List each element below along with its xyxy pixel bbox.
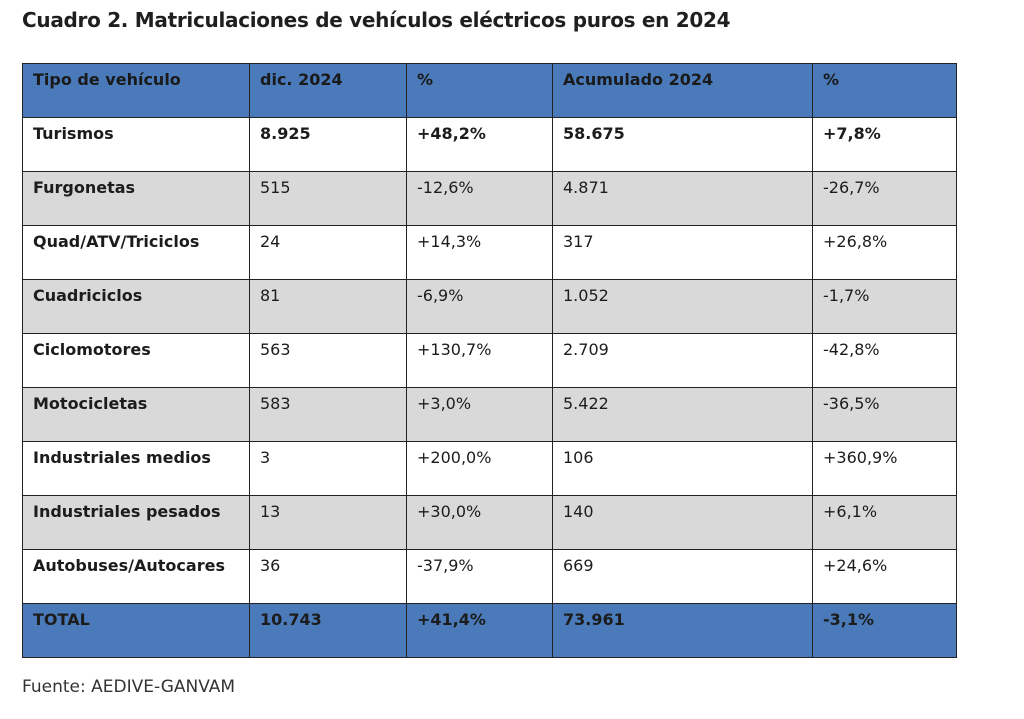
header-accumulated-2024: Acumulado 2024: [552, 63, 813, 118]
table-title: Cuadro 2. Matriculaciones de vehículos e…: [22, 8, 731, 32]
cell-dec-change: +14,3%: [406, 225, 553, 280]
cell-dec-2024: 583: [249, 387, 407, 442]
cell-dec-change: +30,0%: [406, 495, 553, 550]
cell-dec-change: -12,6%: [406, 171, 553, 226]
total-accumulated-change: -3,1%: [812, 603, 957, 658]
cell-accumulated-change: -26,7%: [812, 171, 957, 226]
table-row: Industriales medios 3 +200,0% 106 +360,9…: [22, 441, 957, 496]
cell-accumulated-change: -42,8%: [812, 333, 957, 388]
total-dec-2024: 10.743: [249, 603, 407, 658]
cell-accumulated-change: +360,9%: [812, 441, 957, 496]
cell-dec-2024: 8.925: [249, 117, 407, 172]
header-dec-2024: dic. 2024: [249, 63, 407, 118]
cell-dec-change: -37,9%: [406, 549, 553, 604]
total-dec-change: +41,4%: [406, 603, 553, 658]
cell-accumulated-2024: 140: [552, 495, 813, 550]
cell-accumulated-2024: 5.422: [552, 387, 813, 442]
cell-dec-change: +3,0%: [406, 387, 553, 442]
table-row: Turismos 8.925 +48,2% 58.675 +7,8%: [22, 117, 957, 172]
cell-dec-2024: 563: [249, 333, 407, 388]
cell-vehicle-type: Industriales pesados: [22, 495, 250, 550]
table-body: Turismos 8.925 +48,2% 58.675 +7,8% Furgo…: [22, 117, 957, 658]
cell-dec-2024: 3: [249, 441, 407, 496]
cell-dec-change: +200,0%: [406, 441, 553, 496]
table-header: Tipo de vehículo dic. 2024 % Acumulado 2…: [22, 63, 957, 118]
cell-accumulated-2024: 317: [552, 225, 813, 280]
cell-dec-change: +130,7%: [406, 333, 553, 388]
table-row: Industriales pesados 13 +30,0% 140 +6,1%: [22, 495, 957, 550]
cell-dec-change: -6,9%: [406, 279, 553, 334]
registrations-table: Tipo de vehículo dic. 2024 % Acumulado 2…: [22, 63, 957, 658]
table-row: Ciclomotores 563 +130,7% 2.709 -42,8%: [22, 333, 957, 388]
cell-vehicle-type: Autobuses/Autocares: [22, 549, 250, 604]
header-dec-change: %: [406, 63, 553, 118]
table-row: Cuadriciclos 81 -6,9% 1.052 -1,7%: [22, 279, 957, 334]
total-accumulated-2024: 73.961: [552, 603, 813, 658]
cell-dec-2024: 36: [249, 549, 407, 604]
cell-accumulated-2024: 669: [552, 549, 813, 604]
total-label: TOTAL: [22, 603, 250, 658]
cell-vehicle-type: Ciclomotores: [22, 333, 250, 388]
source-note: Fuente: AEDIVE-GANVAM: [22, 677, 236, 697]
cell-accumulated-change: +24,6%: [812, 549, 957, 604]
table-row: Quad/ATV/Triciclos 24 +14,3% 317 +26,8%: [22, 225, 957, 280]
table-row: Motocicletas 583 +3,0% 5.422 -36,5%: [22, 387, 957, 442]
header-row: Tipo de vehículo dic. 2024 % Acumulado 2…: [22, 63, 957, 118]
cell-accumulated-change: +26,8%: [812, 225, 957, 280]
cell-accumulated-2024: 106: [552, 441, 813, 496]
cell-dec-2024: 515: [249, 171, 407, 226]
cell-vehicle-type: Motocicletas: [22, 387, 250, 442]
table-row: Furgonetas 515 -12,6% 4.871 -26,7%: [22, 171, 957, 226]
cell-dec-2024: 81: [249, 279, 407, 334]
cell-vehicle-type: Furgonetas: [22, 171, 250, 226]
cell-vehicle-type: Industriales medios: [22, 441, 250, 496]
cell-accumulated-2024: 2.709: [552, 333, 813, 388]
cell-accumulated-2024: 58.675: [552, 117, 813, 172]
cell-accumulated-change: -36,5%: [812, 387, 957, 442]
cell-accumulated-2024: 4.871: [552, 171, 813, 226]
cell-dec-change: +48,2%: [406, 117, 553, 172]
cell-dec-2024: 13: [249, 495, 407, 550]
table-row: Autobuses/Autocares 36 -37,9% 669 +24,6%: [22, 549, 957, 604]
cell-vehicle-type: Turismos: [22, 117, 250, 172]
cell-accumulated-change: -1,7%: [812, 279, 957, 334]
cell-accumulated-change: +7,8%: [812, 117, 957, 172]
cell-accumulated-change: +6,1%: [812, 495, 957, 550]
cell-accumulated-2024: 1.052: [552, 279, 813, 334]
header-accumulated-change: %: [812, 63, 957, 118]
cell-dec-2024: 24: [249, 225, 407, 280]
total-row: TOTAL 10.743 +41,4% 73.961 -3,1%: [22, 603, 957, 658]
cell-vehicle-type: Quad/ATV/Triciclos: [22, 225, 250, 280]
header-vehicle-type: Tipo de vehículo: [22, 63, 250, 118]
cell-vehicle-type: Cuadriciclos: [22, 279, 250, 334]
